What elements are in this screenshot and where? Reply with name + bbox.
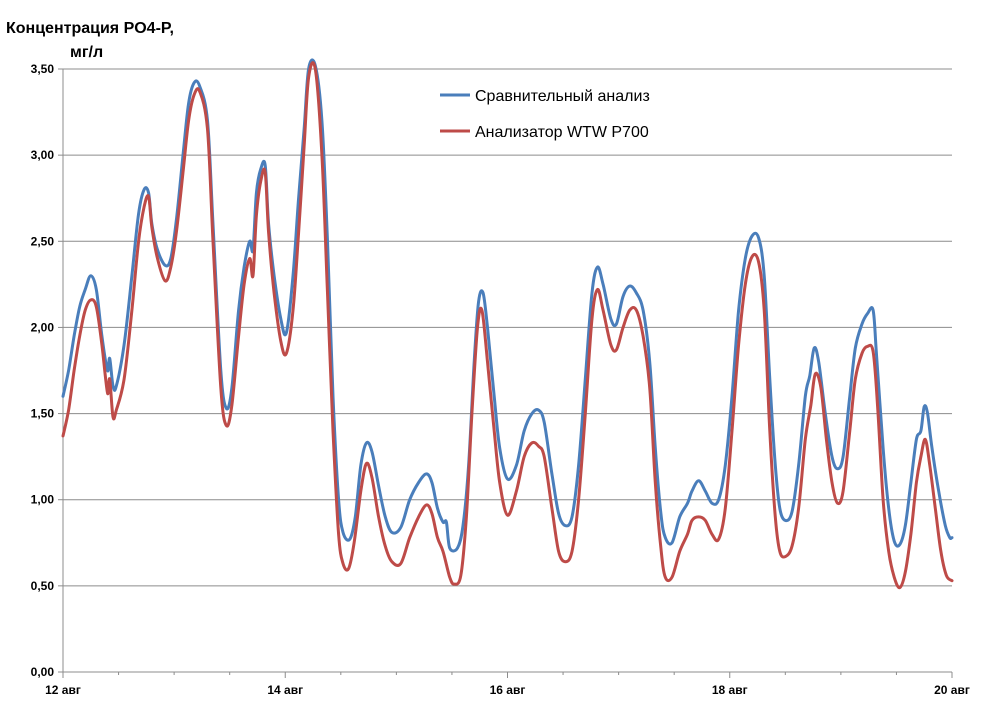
- y-tick-label: 0,50: [31, 579, 55, 593]
- y-tick-label: 0,00: [31, 665, 55, 679]
- y-axis-title-line-2: мг/л: [70, 44, 104, 61]
- legend: Сравнительный анализ Анализатор WTW P700: [440, 88, 650, 141]
- y-tick-label: 1,50: [31, 407, 55, 421]
- x-tick-label: 16 авг: [490, 683, 526, 697]
- x-tick-label: 12 авг: [45, 683, 81, 697]
- x-tick-label: 20 авг: [934, 683, 970, 697]
- x-tick-label: 18 авг: [712, 683, 748, 697]
- y-tick-label: 3,00: [31, 148, 55, 162]
- x-axis-tick-labels: 12 авг 14 авг 16 авг 18 авг 20 авг: [45, 683, 970, 697]
- series-lines: [61, 58, 954, 590]
- y-tick-label: 1,00: [31, 493, 55, 507]
- axes: [58, 68, 953, 678]
- series-line-2: [61, 61, 954, 590]
- legend-label-1: Сравнительный анализ: [475, 88, 650, 105]
- legend-label-2: Анализатор WTW P700: [475, 124, 649, 141]
- y-tick-label: 3,50: [31, 62, 55, 76]
- y-axis-tick-labels: 0,00 0,50 1,00 1,50 2,00 2,50 3,00 3,50: [31, 62, 55, 679]
- y-tick-label: 2,00: [31, 320, 55, 334]
- x-tick-label: 14 авг: [267, 683, 303, 697]
- horizontal-gridlines: [63, 68, 952, 587]
- y-tick-label: 2,50: [31, 234, 55, 248]
- y-axis-title-line-1: Концентрация PO4-P,: [6, 20, 174, 37]
